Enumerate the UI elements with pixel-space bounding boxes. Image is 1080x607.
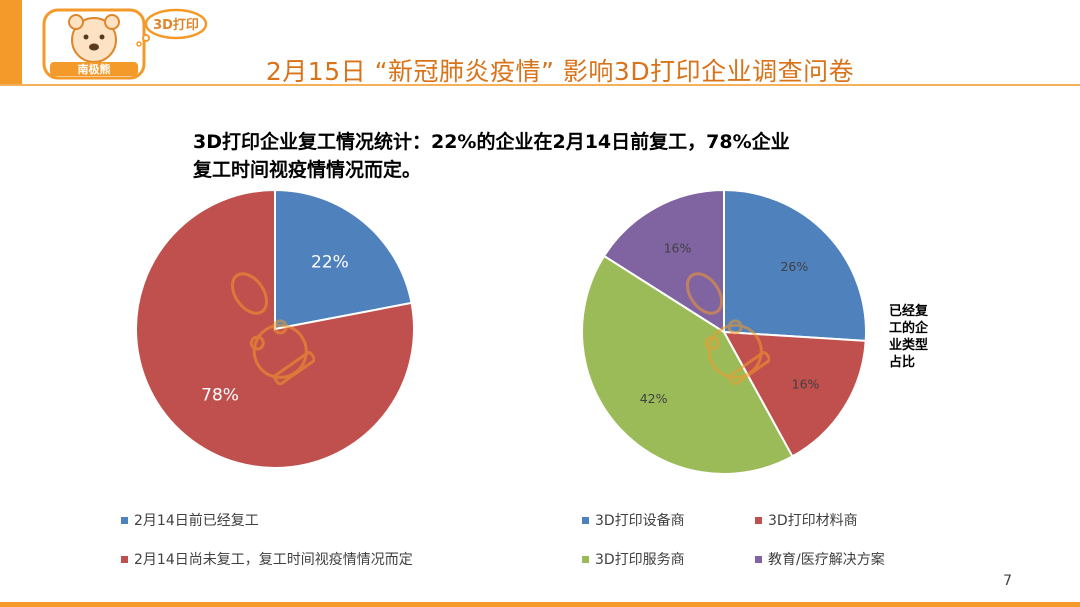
pie2-title: 已经复工的企业类型占比 (889, 304, 929, 370)
pie-data-label: 16% (664, 240, 692, 255)
legend-swatch (121, 516, 128, 524)
legend-item: 2月14日尚未复工，复工时间视疫情情况而定 (121, 549, 413, 569)
pie-data-label: 26% (780, 259, 808, 274)
subtitle-line-1: 3D打印企业复工情况统计：22%的企业在2月14日前复工，78%企业 (193, 131, 790, 153)
legend-swatch (121, 555, 128, 563)
pie-chart-restart-status: 22% 78% (135, 188, 415, 469)
pie-data-label: 16% (792, 377, 820, 392)
legend-swatch (582, 555, 589, 563)
pie-chart-company-types: 26% 16% 42% 16% (581, 188, 867, 475)
accent-bar-bottom (0, 602, 1080, 607)
slide-title: 2月15日 “新冠肺炎疫情” 影响3D打印企业调查问卷 (265, 57, 855, 86)
accent-bar-left (0, 0, 22, 84)
legend-label: 2月14日前已经复工 (134, 513, 259, 529)
logo: 南极熊 3D打印 (42, 8, 208, 80)
header-divider (0, 84, 1080, 86)
legend-item: 教育/医疗解决方案 (755, 549, 885, 569)
legend-item: 3D打印设备商 (582, 510, 685, 530)
pie-data-label: 42% (640, 391, 668, 406)
legend-label: 2月14日尚未复工，复工时间视疫情情况而定 (134, 552, 413, 568)
legend-label: 教育/医疗解决方案 (768, 552, 885, 568)
legend-item: 3D打印服务商 (582, 549, 685, 569)
legend-label: 3D打印服务商 (595, 552, 685, 568)
logo-badge-text: 3D打印 (153, 17, 199, 33)
legend-swatch (755, 516, 762, 524)
legend-label: 3D打印材料商 (768, 513, 858, 529)
pie-data-label: 78% (201, 385, 239, 405)
page-number: 7 (1003, 573, 1012, 589)
pie-slice (581, 254, 794, 475)
chart-subtitle: 3D打印企业复工情况统计：22%的企业在2月14日前复工，78%企业 复工时间视… (193, 128, 853, 184)
legend-label: 3D打印设备商 (595, 513, 685, 529)
legend-swatch (755, 555, 762, 563)
pie-slice (274, 188, 413, 331)
legend-item: 2月14日前已经复工 (121, 510, 259, 530)
legend-item: 3D打印材料商 (755, 510, 858, 530)
pie-data-label: 22% (311, 253, 349, 273)
subtitle-line-2: 复工时间视疫情情况而定。 (193, 159, 422, 181)
pie-slice (723, 188, 867, 342)
logo-name-text: 南极熊 (78, 62, 111, 76)
legend-swatch (582, 516, 589, 524)
